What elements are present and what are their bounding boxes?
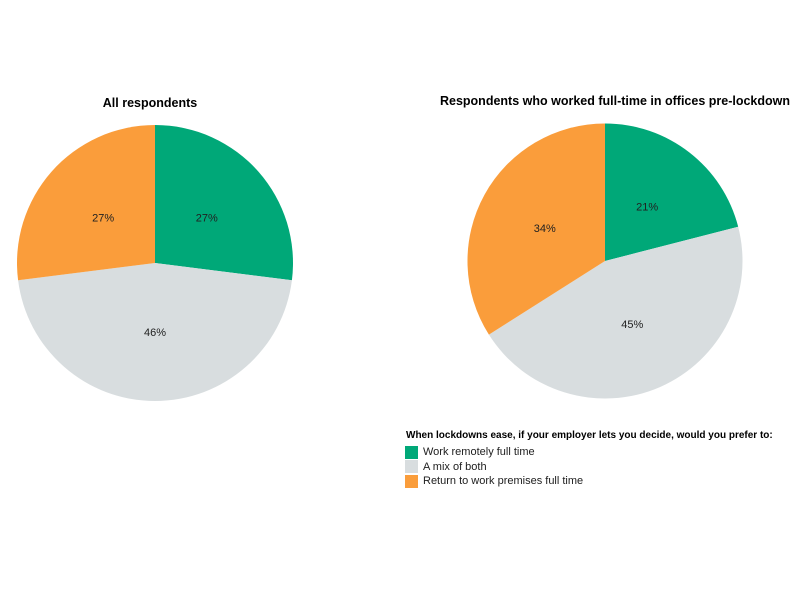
slice-value-label: 46% — [144, 327, 166, 339]
legend-item-mix-of-both: A mix of both — [405, 460, 773, 475]
legend-swatch-green — [405, 445, 418, 459]
pie-slice-a-mix-of-both — [488, 226, 743, 399]
slice-value-label: 27% — [92, 212, 114, 224]
pie-slice-return-to-work-premises-full-time — [467, 123, 605, 335]
legend-item-return-to-premises: Return to work premises full time — [405, 474, 773, 489]
legend-swatch-gray — [405, 460, 418, 474]
pie-respondents-who-worked-full-time-in-offices-pre-lockdown: 21% 45% 34% — [467, 123, 743, 399]
slice-value-label: 27% — [196, 212, 218, 224]
slice-value-label: 34% — [534, 223, 556, 235]
slice-value-label: 21% — [636, 202, 658, 214]
legend-item-label: Return to work premises full time — [423, 475, 584, 488]
legend-item-label: Work remotely full time — [423, 446, 535, 459]
pie-slice-work-remotely-full-time — [155, 125, 293, 281]
legend-title: When lockdowns ease, if your employer le… — [406, 430, 773, 441]
pie-slice-return-to-work-premises-full-time — [17, 125, 155, 281]
pie-slice-a-mix-of-both — [18, 263, 292, 401]
slice-value-label: 45% — [621, 319, 643, 331]
legend-item-work-remotely: Work remotely full time — [405, 445, 773, 460]
legend-item-label: A mix of both — [423, 460, 487, 473]
pie-slice-work-remotely-full-time — [605, 123, 739, 261]
legend: When lockdowns ease, if your employer le… — [405, 430, 773, 489]
pie-title-all-respondents: All respondents — [102, 96, 198, 110]
pie-title-office-workers: Respondents who worked full-time in offi… — [439, 94, 791, 108]
pie-all-respondents: 27% 46% 27% — [17, 125, 293, 401]
legend-swatch-orange — [405, 474, 418, 488]
